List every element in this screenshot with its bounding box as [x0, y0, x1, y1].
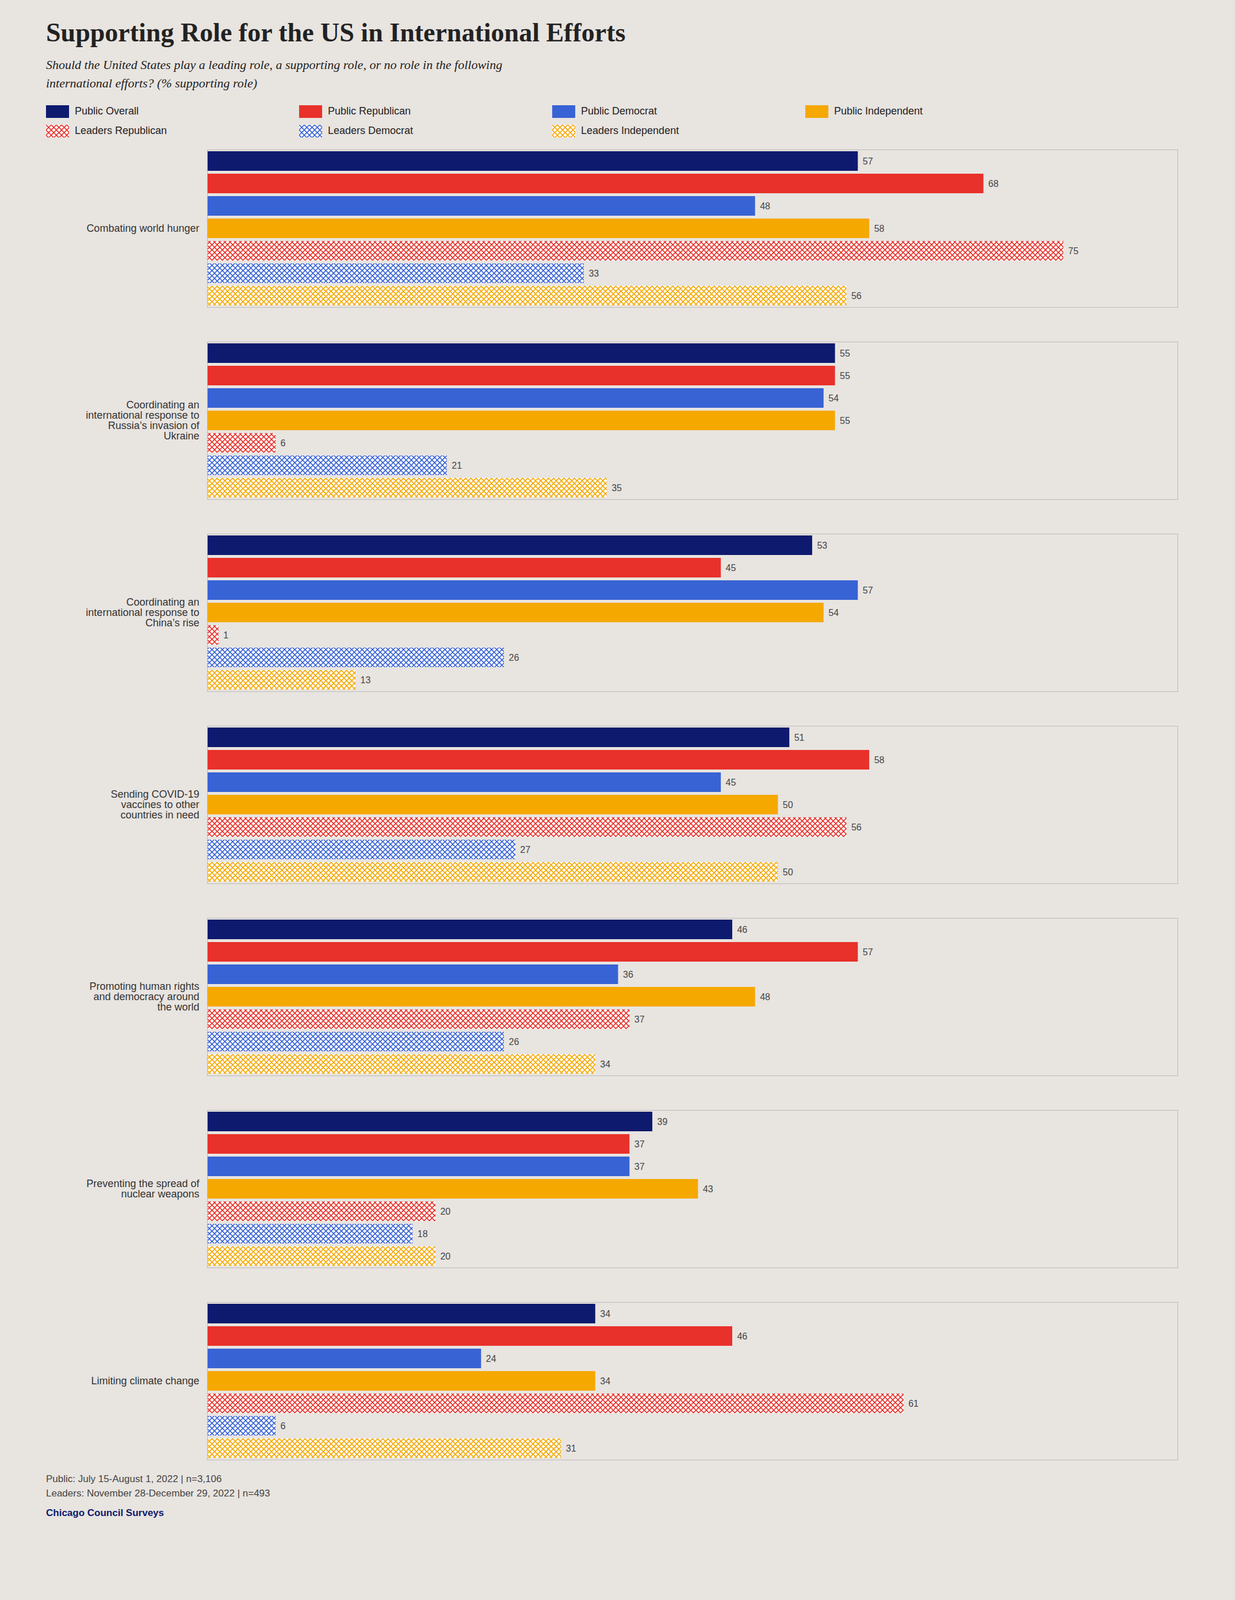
- html-text:Supporting Role for the US in: Supporting Role for the US in Internatio…: [46, 17, 626, 48]
- svg-text:54: 54: [828, 392, 839, 403]
- svg-text:33: 33: [588, 268, 599, 278]
- svg-text:6: 6: [280, 1420, 286, 1431]
- svg-text:37: 37: [634, 1138, 645, 1149]
- svg-text:Preventing the spread ofnuclea: Preventing the spread ofnuclear weapons: [86, 1178, 200, 1200]
- svg-text:37: 37: [634, 1161, 645, 1172]
- svg-text:34: 34: [599, 1308, 611, 1319]
- svg-text:Sending COVID-19vaccines to ot: Sending COVID-19vaccines to othercountri…: [110, 788, 200, 821]
- svg-text:20: 20: [440, 1251, 451, 1261]
- svg-text:34: 34: [599, 1058, 611, 1069]
- svg-text:Coordinating aninternational r: Coordinating aninternational response to…: [85, 596, 200, 629]
- svg-text:43: 43: [702, 1183, 714, 1194]
- svg-text:21: 21: [451, 460, 462, 470]
- svg-text:57: 57: [862, 946, 874, 957]
- svg-text:58: 58: [874, 754, 885, 765]
- svg-text:20: 20: [440, 1206, 451, 1217]
- svg-text:56: 56: [851, 821, 862, 832]
- svg-text:Combating world hunger: Combating world hunger: [86, 222, 200, 235]
- svg-text:53: 53: [816, 540, 828, 550]
- html-text:Public Democrat: Public Democrat: [580, 105, 657, 117]
- svg-text:26: 26: [509, 652, 520, 663]
- svg-text:18: 18: [417, 1228, 428, 1239]
- svg-text:51: 51: [794, 732, 805, 743]
- svg-text:55: 55: [839, 348, 851, 358]
- svg-text:Promoting human rightsand demo: Promoting human rightsand democracy arou…: [89, 980, 200, 1013]
- svg-text:48: 48: [759, 991, 771, 1002]
- svg-text:24: 24: [486, 1353, 497, 1364]
- svg-text:61: 61: [908, 1398, 919, 1409]
- svg-text:55: 55: [839, 415, 851, 426]
- svg-text:46: 46: [736, 924, 748, 935]
- svg-text:55: 55: [839, 370, 851, 381]
- svg-text:56: 56: [851, 290, 862, 301]
- svg-text:45: 45: [725, 777, 737, 787]
- html-text:Leaders Republican: Leaders Republican: [74, 124, 167, 137]
- svg-text:26: 26: [509, 1036, 520, 1047]
- svg-text:35: 35: [611, 482, 622, 493]
- svg-text:50: 50: [782, 799, 794, 810]
- html-text:Leaders Independent: Leaders Independent: [580, 124, 679, 137]
- html-text:Chicago Council Surveys: Chicago Council Surveys: [46, 1507, 164, 1519]
- svg-text:39: 39: [657, 1116, 668, 1127]
- svg-text:6: 6: [280, 437, 286, 448]
- svg-text:48: 48: [759, 200, 771, 211]
- svg-text:45: 45: [725, 562, 737, 573]
- svg-text:Limiting climate change: Limiting climate change: [90, 1375, 200, 1387]
- svg-text:50: 50: [782, 866, 794, 877]
- svg-text:34: 34: [599, 1375, 611, 1386]
- svg-text:1: 1: [223, 629, 229, 640]
- svg-text:36: 36: [622, 969, 634, 980]
- svg-text:31: 31: [566, 1443, 577, 1454]
- svg-text:57: 57: [862, 585, 874, 595]
- svg-text:58: 58: [874, 223, 885, 233]
- svg-text:Coordinating aninternational r: Coordinating aninternational response to…: [85, 399, 200, 442]
- svg-text:13: 13: [360, 674, 372, 685]
- svg-text:68: 68: [988, 178, 999, 189]
- html-text:Public Republican: Public Republican: [327, 105, 411, 117]
- svg-text:46: 46: [736, 1331, 748, 1341]
- html-text:Public Overall: Public Overall: [74, 105, 139, 117]
- html-text:Should the United States play: Should the United States play a leading …: [46, 57, 503, 91]
- svg-text:57: 57: [862, 155, 874, 166]
- svg-text:37: 37: [634, 1014, 645, 1024]
- html-text:Public: July 15-August 1, 2022: Public: July 15-August 1, 2022 | n=3,106…: [46, 1473, 271, 1500]
- svg-text:27: 27: [520, 844, 531, 855]
- html-text:Public Independent: Public Independent: [834, 105, 923, 117]
- html-text:Leaders Democrat: Leaders Democrat: [327, 124, 414, 137]
- svg-text:54: 54: [828, 607, 839, 618]
- svg-text:75: 75: [1068, 245, 1079, 256]
